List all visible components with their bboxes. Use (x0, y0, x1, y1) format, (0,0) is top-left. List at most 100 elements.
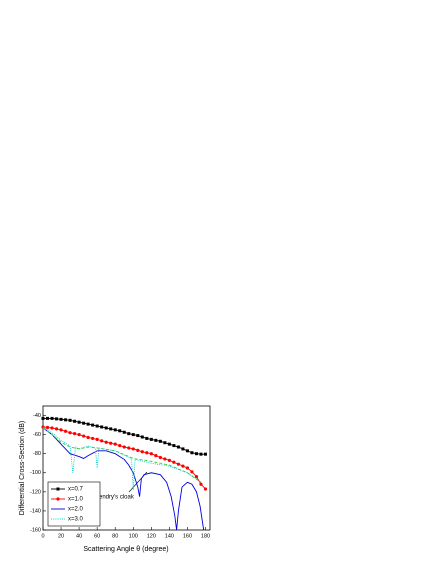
marker (154, 438, 158, 442)
marker (145, 436, 149, 440)
marker (63, 429, 68, 433)
x-tick-label: 100 (129, 533, 138, 539)
marker (95, 437, 99, 441)
marker (46, 416, 50, 420)
marker (199, 482, 203, 486)
x-tick-label: 40 (76, 533, 82, 539)
legend-marker (56, 487, 60, 491)
marker (145, 451, 149, 455)
series-line (42, 427, 205, 531)
y-tick-label: -100 (30, 470, 41, 476)
marker (181, 464, 185, 468)
marker (50, 426, 54, 430)
marker (59, 417, 63, 421)
x-tick-label: 20 (58, 533, 64, 539)
marker (122, 430, 126, 434)
series-line (42, 426, 202, 490)
marker (176, 462, 181, 466)
x-tick-label: 180 (201, 533, 210, 539)
marker (59, 428, 63, 432)
series-line (43, 417, 206, 455)
marker (54, 427, 59, 431)
marker (127, 446, 131, 450)
legend-label: x=1.0 (68, 497, 84, 503)
marker (154, 454, 158, 458)
marker (73, 419, 77, 423)
marker (172, 460, 176, 464)
marker (158, 439, 162, 443)
y-tick-label: -60 (33, 432, 41, 438)
marker (77, 420, 81, 424)
marker (194, 452, 198, 456)
marker (149, 452, 153, 456)
marker (185, 449, 189, 453)
marker (190, 451, 194, 455)
marker (118, 443, 122, 448)
marker (100, 425, 104, 429)
marker (64, 418, 68, 422)
marker (181, 447, 185, 451)
marker (113, 428, 117, 432)
marker (109, 441, 113, 445)
marker (163, 457, 167, 461)
marker (140, 450, 144, 454)
marker (136, 448, 140, 452)
x-tick-label: 120 (147, 533, 156, 539)
marker (77, 433, 81, 437)
legend-label: x=2.0 (68, 507, 84, 513)
marker (163, 441, 167, 445)
y-axis-label: Differential Cross-Section (dB) (19, 421, 26, 515)
marker (86, 422, 90, 426)
marker (113, 442, 117, 446)
marker (131, 447, 135, 451)
marker (203, 487, 208, 491)
x-tick-label: 160 (183, 533, 192, 539)
annotation: Pendry's cloak (95, 495, 135, 501)
marker (104, 426, 108, 430)
marker (109, 427, 113, 431)
marker (41, 416, 45, 420)
marker (68, 418, 72, 422)
marker (185, 466, 190, 470)
marker (104, 440, 108, 444)
y-tick-label: -160 (30, 527, 41, 533)
marker (86, 435, 90, 440)
x-tick-label: 0 (41, 533, 44, 539)
marker (176, 445, 180, 449)
marker (50, 416, 54, 420)
marker (136, 434, 140, 438)
marker (91, 436, 95, 441)
x-tick-label: 80 (112, 533, 118, 539)
marker (194, 474, 199, 479)
y-tick-label: -140 (30, 508, 41, 514)
marker (82, 421, 86, 425)
y-tick-label: -80 (33, 451, 41, 457)
marker (131, 433, 135, 437)
marker (172, 444, 176, 448)
plot-frame (42, 405, 211, 531)
legend-label: x=3.0 (68, 517, 84, 523)
marker (72, 432, 77, 436)
marker (68, 431, 72, 435)
x-tick-label: 60 (94, 533, 100, 539)
marker (82, 434, 86, 438)
x-axis-label: Scattering Angle θ (degree) (83, 546, 168, 553)
marker (95, 424, 99, 428)
x-tick-label: 140 (165, 533, 174, 539)
marker (190, 470, 194, 474)
marker (127, 432, 131, 436)
marker (199, 452, 203, 456)
marker (203, 452, 207, 456)
marker (140, 435, 144, 439)
legend-label: x=0.7 (68, 487, 84, 493)
marker (122, 445, 126, 449)
legend-marker (56, 497, 60, 501)
y-tick-label: -40 (33, 413, 41, 419)
marker (91, 423, 95, 427)
marker (158, 455, 162, 460)
marker (167, 442, 171, 446)
marker (118, 429, 122, 433)
series-line (42, 427, 202, 483)
series-line (42, 426, 206, 490)
